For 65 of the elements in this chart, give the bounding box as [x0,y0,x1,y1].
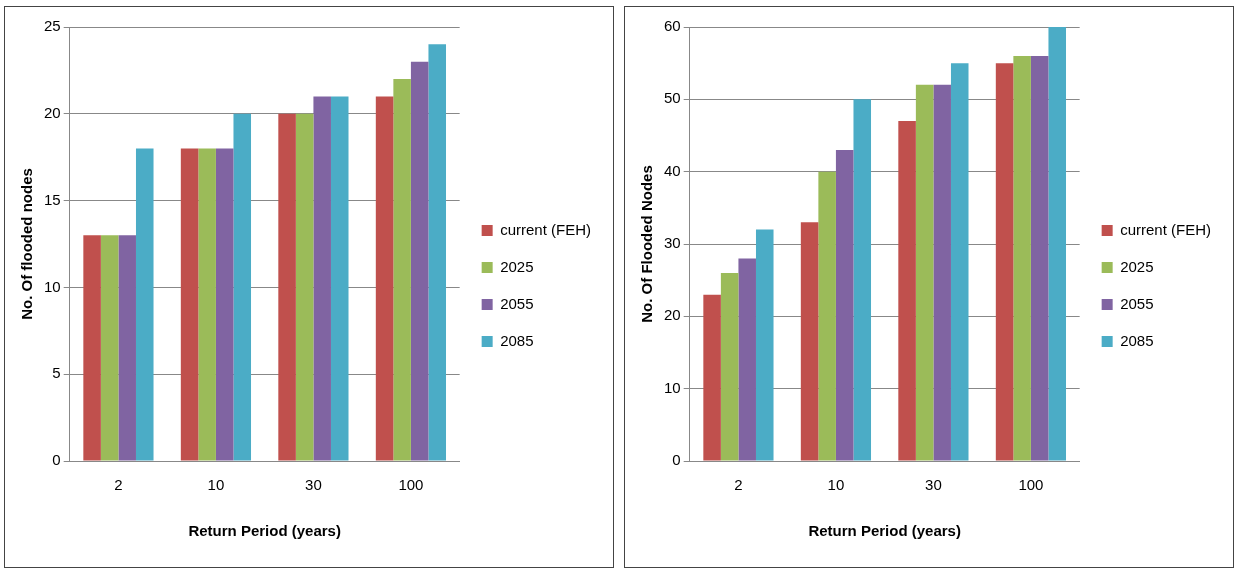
bar [1013,55,1031,461]
bar [898,121,916,461]
bar [215,148,234,461]
bar [1048,27,1067,461]
x-tick-label: 10 [827,476,845,494]
bar [278,113,296,461]
legend-label: 2055 [1120,294,1154,312]
legend-label: 2085 [1120,331,1154,349]
y-tick-label: 10 [664,378,681,396]
bar [755,229,774,461]
y-tick-label: 30 [664,234,681,252]
y-axis-title: No. Of Flooded Nodes [638,165,656,323]
legend-label: 2055 [500,294,534,312]
bar [83,235,101,461]
x-tick-label: 30 [305,476,322,494]
y-axis-title: No. Of flooded nodes [18,168,36,320]
bar [703,294,721,461]
bar [800,222,819,461]
x-tick-label: 2 [734,476,743,494]
bar [330,96,349,461]
y-tick-label: 0 [52,451,61,469]
bar [198,148,216,461]
bar [995,63,1014,461]
x-tick-label: 100 [398,476,424,494]
bar [428,44,447,461]
y-tick-label: 25 [44,17,61,35]
legend-label: current (FEH) [500,220,591,238]
x-tick-label: 30 [925,476,942,494]
bar [933,84,951,461]
x-tick-label: 10 [207,476,225,494]
x-tick-label: 100 [1018,476,1044,494]
y-tick-label: 20 [44,103,61,121]
y-tick-label: 60 [664,17,681,35]
bar [135,148,154,461]
y-tick-label: 15 [44,190,61,208]
bar [410,61,429,461]
bar [375,96,394,461]
bar [295,113,314,461]
bar [1030,55,1049,461]
y-tick-label: 0 [672,451,681,469]
y-tick-label: 20 [664,306,681,324]
bar [818,171,836,461]
x-axis-title: Return Period (years) [808,522,961,540]
bar [313,96,331,461]
bar [118,235,136,461]
bar [180,148,199,461]
bar [100,235,119,461]
bar [738,258,756,461]
y-tick-label: 40 [664,161,681,179]
x-tick-label: 2 [114,476,123,494]
legend-label: 2085 [500,331,534,349]
bar [393,79,411,461]
bar [720,272,739,461]
bar [853,99,872,461]
y-tick-label: 5 [52,364,61,382]
bar [233,113,252,461]
bar [950,63,969,461]
x-axis-title: Return Period (years) [188,522,341,540]
legend-label: 2025 [500,257,534,275]
y-tick-label: 10 [44,277,61,295]
legend-label: current (FEH) [1120,220,1211,238]
legend-label: 2025 [1120,257,1154,275]
bar [915,84,934,461]
bar [835,149,854,461]
y-tick-label: 50 [664,89,681,107]
